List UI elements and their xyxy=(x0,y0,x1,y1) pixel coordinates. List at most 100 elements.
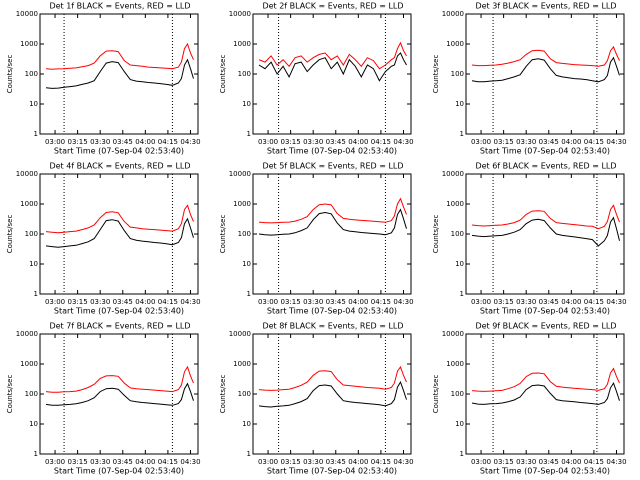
x-tick-label: 03:30 xyxy=(90,138,110,146)
x-tick-label: 04:15 xyxy=(584,298,604,306)
y-tick-label: 100 xyxy=(25,390,38,398)
x-tick-label: 03:15 xyxy=(68,138,88,146)
x-tick-label: 04:15 xyxy=(371,298,391,306)
y-tick-label: 100 xyxy=(25,230,38,238)
y-tick-label: 10000 xyxy=(442,170,464,178)
data-line xyxy=(258,208,407,236)
x-tick-label: 03:00 xyxy=(45,138,65,146)
x-axis-label: Start Time (07-Sep-04 02:53:40) xyxy=(480,147,610,156)
chart-title: Det 5f BLACK = Events, RED = LLD xyxy=(262,162,403,171)
x-tick-label: 04:30 xyxy=(393,458,413,466)
x-tick-label: 04:30 xyxy=(180,298,200,306)
x-tick-label: 04:00 xyxy=(135,298,155,306)
chart-title: Det 3f BLACK = Events, RED = LLD xyxy=(475,2,616,11)
y-axis-label: Counts/sec xyxy=(432,215,440,254)
x-axis-label: Start Time (07-Sep-04 02:53:40) xyxy=(54,147,184,156)
data-line xyxy=(45,217,194,248)
y-tick-label: 1000 xyxy=(446,200,464,208)
x-tick-label: 03:30 xyxy=(303,138,323,146)
y-tick-label: 1000 xyxy=(233,40,251,48)
x-tick-label: 03:45 xyxy=(326,298,346,306)
y-tick-label: 1 xyxy=(247,290,251,298)
x-tick-label: 04:00 xyxy=(561,138,581,146)
y-tick-label: 10000 xyxy=(442,10,464,18)
chart-title: Det 2f BLACK = Events, RED = LLD xyxy=(262,2,403,11)
y-tick-label: 10 xyxy=(242,420,251,428)
x-tick-label: 03:15 xyxy=(494,138,514,146)
x-tick-label: 04:30 xyxy=(606,458,626,466)
chart-title: Det 4f BLACK = Events, RED = LLD xyxy=(49,162,190,171)
x-tick-label: 03:00 xyxy=(471,458,491,466)
x-tick-label: 04:00 xyxy=(348,138,368,146)
plot-frame xyxy=(465,333,625,455)
x-tick-label: 04:15 xyxy=(158,458,178,466)
x-tick-label: 03:00 xyxy=(258,138,278,146)
chart-panel: Det 2f BLACK = Events, RED = LLD 1 10 100 10… xyxy=(219,2,414,156)
x-tick-label: 03:00 xyxy=(45,298,65,306)
y-tick-label: 10000 xyxy=(16,10,38,18)
x-tick-label: 04:15 xyxy=(158,138,178,146)
x-tick-label: 03:30 xyxy=(516,298,536,306)
y-tick-label: 1 xyxy=(34,290,38,298)
x-tick-label: 04:15 xyxy=(584,458,604,466)
y-tick-label: 1 xyxy=(247,450,251,458)
y-axis-label: Counts/sec xyxy=(432,375,440,414)
data-line xyxy=(45,365,194,393)
y-tick-label: 100 xyxy=(238,390,251,398)
x-tick-label: 04:00 xyxy=(561,458,581,466)
x-tick-label: 03:30 xyxy=(90,458,110,466)
y-tick-label: 10 xyxy=(242,100,251,108)
x-tick-label: 04:00 xyxy=(135,138,155,146)
x-axis-label: Start Time (07-Sep-04 02:53:40) xyxy=(267,307,397,316)
x-tick-label: 03:15 xyxy=(68,458,88,466)
y-axis-label: Counts/sec xyxy=(6,375,14,414)
chart-panel: Det 7f BLACK = Events, RED = LLD 1 10 100 10… xyxy=(6,322,201,476)
y-tick-label: 10000 xyxy=(229,170,251,178)
chart-panel: Det 4f BLACK = Events, RED = LLD 1 10 100 10… xyxy=(6,162,201,316)
data-line xyxy=(258,380,407,408)
y-tick-label: 1 xyxy=(34,130,38,138)
y-tick-label: 10 xyxy=(455,260,464,268)
x-axis-label: Start Time (07-Sep-04 02:53:40) xyxy=(54,307,184,316)
y-tick-label: 1000 xyxy=(233,200,251,208)
y-tick-label: 10000 xyxy=(442,330,464,338)
y-tick-label: 10 xyxy=(29,420,38,428)
y-axis-label: Counts/sec xyxy=(219,55,227,94)
plot-frame xyxy=(252,333,412,455)
x-tick-label: 03:30 xyxy=(303,298,323,306)
x-tick-label: 04:30 xyxy=(180,458,200,466)
x-tick-label: 03:45 xyxy=(113,298,133,306)
data-line xyxy=(471,56,620,83)
data-line xyxy=(258,41,407,70)
y-tick-label: 10000 xyxy=(16,170,38,178)
x-tick-label: 03:45 xyxy=(326,458,346,466)
y-tick-label: 10000 xyxy=(229,330,251,338)
y-tick-label: 10000 xyxy=(16,330,38,338)
x-tick-label: 03:30 xyxy=(516,138,536,146)
chart-panel: Det 9f BLACK = Events, RED = LLD 1 10 100 10… xyxy=(432,322,627,476)
y-tick-label: 100 xyxy=(238,230,251,238)
y-tick-label: 10 xyxy=(242,260,251,268)
y-tick-label: 10 xyxy=(455,420,464,428)
chart-title: Det 1f BLACK = Events, RED = LLD xyxy=(49,2,190,11)
x-tick-label: 04:15 xyxy=(371,458,391,466)
data-line xyxy=(471,367,620,392)
y-tick-label: 100 xyxy=(451,390,464,398)
x-tick-label: 03:00 xyxy=(471,298,491,306)
x-tick-label: 03:15 xyxy=(494,298,514,306)
chart-title: Det 9f BLACK = Events, RED = LLD xyxy=(475,322,616,331)
y-axis-label: Counts/sec xyxy=(219,215,227,254)
x-tick-label: 03:15 xyxy=(494,458,514,466)
data-line xyxy=(45,204,194,234)
chart-title: Det 8f BLACK = Events, RED = LLD xyxy=(262,322,403,331)
data-line xyxy=(471,204,620,230)
x-tick-label: 04:30 xyxy=(606,298,626,306)
x-tick-label: 04:15 xyxy=(371,138,391,146)
x-tick-label: 04:00 xyxy=(348,458,368,466)
x-axis-label: Start Time (07-Sep-04 02:53:40) xyxy=(267,147,397,156)
x-tick-label: 04:30 xyxy=(393,138,413,146)
x-tick-label: 03:30 xyxy=(90,298,110,306)
y-tick-label: 10 xyxy=(29,100,38,108)
x-tick-label: 03:45 xyxy=(113,458,133,466)
